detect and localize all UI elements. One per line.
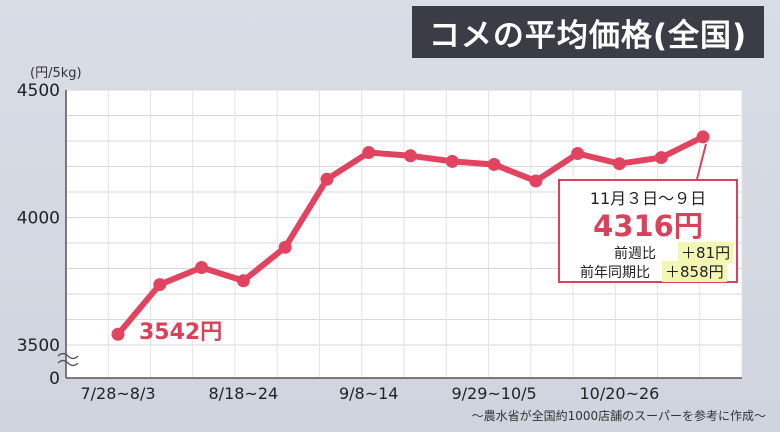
start-price-label: 3542円: [139, 320, 223, 345]
data-point: [278, 240, 292, 254]
yoy-label: 前年同期比: [580, 265, 650, 281]
axis-break-mark: [57, 352, 79, 367]
data-point: [529, 174, 543, 188]
data-point: [612, 157, 626, 171]
grid: [65, 89, 743, 378]
callout-pointer: [696, 143, 707, 180]
data-point: [654, 151, 668, 165]
x-tick-label: 7/28~8/3: [80, 384, 155, 403]
x-tick-label: 8/18~24: [209, 384, 279, 403]
y-tick-label: 4500: [17, 81, 60, 101]
wow-label: 前週比: [614, 246, 656, 262]
x-axis: 7/28~8/3 8/18~24 9/8~14 9/29~10/5 10/20~26: [80, 384, 659, 403]
y-tick-label: 4000: [17, 209, 60, 229]
data-point: [696, 130, 710, 144]
data-point: [445, 154, 459, 168]
source-note: ～農水省が全国約1000店舗のスーパーを参考に作成～: [471, 409, 766, 423]
x-tick-label: 10/20~26: [579, 384, 659, 403]
data-point: [153, 278, 167, 292]
callout-period: 11月３日～９日: [589, 189, 707, 208]
x-tick-label: 9/8~14: [339, 384, 399, 403]
y-axis-unit: (円/5kg): [30, 66, 82, 81]
chart-title: コメの平均価格(全国): [412, 6, 764, 58]
wow-value: ＋81円: [678, 242, 734, 263]
data-point: [487, 157, 501, 171]
data-point: [236, 274, 250, 288]
y-axis: 4500 4000 3500 0: [17, 81, 742, 389]
yoy-value: ＋858円: [662, 261, 727, 282]
y-tick-label: 0: [49, 369, 60, 389]
data-point: [571, 146, 585, 160]
data-point: [362, 145, 376, 159]
data-points: [111, 130, 710, 341]
data-point: [195, 260, 209, 274]
latest-price-callout: 11月３日～９日 4316円 前週比 ＋81円 前年同期比 ＋858円: [558, 179, 738, 283]
data-point: [404, 149, 417, 163]
data-point: [111, 327, 125, 341]
y-tick-label: 3500: [17, 336, 60, 356]
x-tick-label: 9/29~10/5: [451, 384, 536, 403]
callout-price: 4316円: [593, 209, 703, 243]
data-point: [320, 172, 334, 186]
